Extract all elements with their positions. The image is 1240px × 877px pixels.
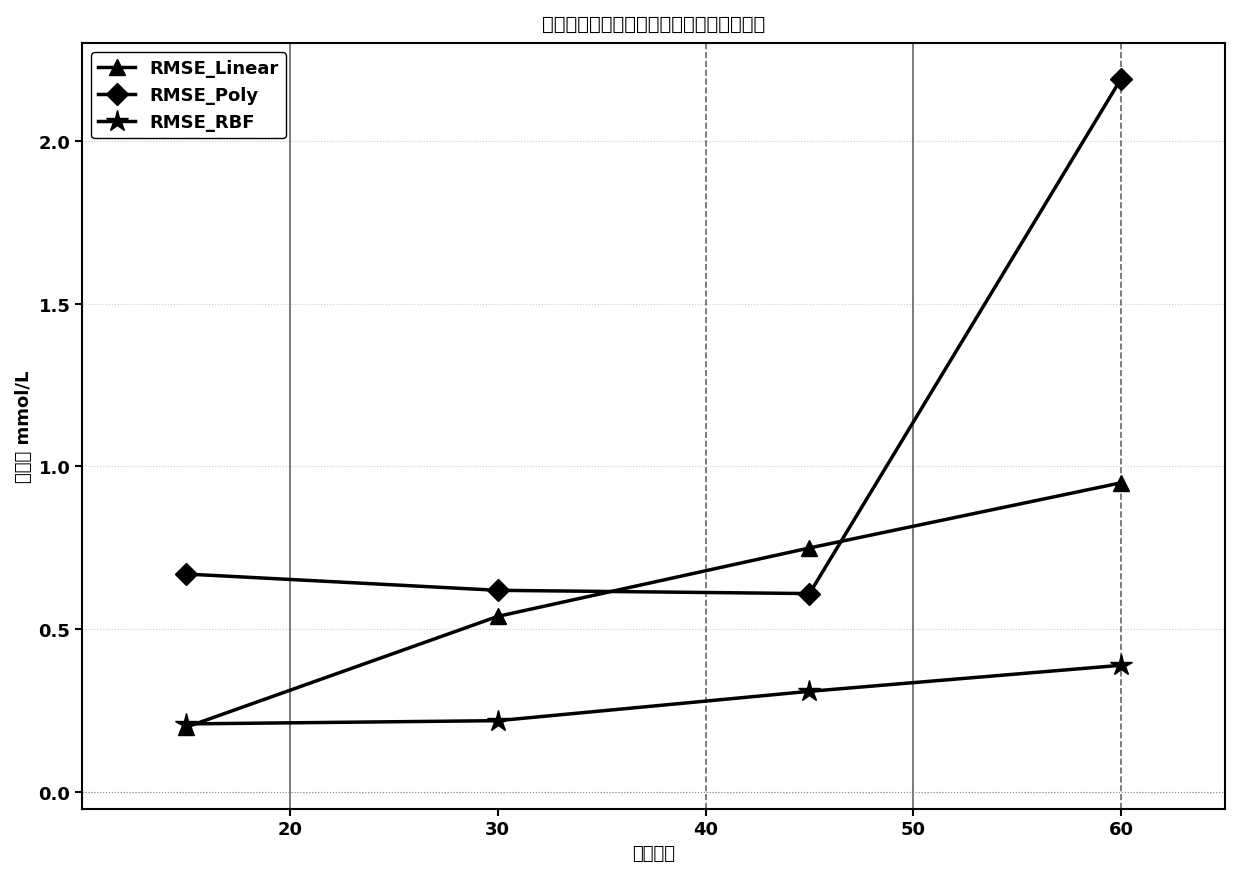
RMSE_Poly xyxy=(179,569,193,580)
RMSE_RBF xyxy=(1114,660,1128,671)
Line: RMSE_RBF: RMSE_RBF xyxy=(175,654,1132,735)
RMSE_RBF xyxy=(802,687,817,697)
RMSE_Poly xyxy=(490,585,505,595)
RMSE_Poly xyxy=(802,588,817,599)
RMSE_RBF xyxy=(179,719,193,730)
X-axis label: 预测时长: 预测时长 xyxy=(632,844,675,862)
Line: RMSE_Poly: RMSE_Poly xyxy=(179,72,1128,602)
Title: 不同核函数在不同预测时长下的均方根误差: 不同核函数在不同预测时长下的均方根误差 xyxy=(542,15,765,34)
RMSE_RBF xyxy=(490,716,505,726)
Legend: RMSE_Linear, RMSE_Poly, RMSE_RBF: RMSE_Linear, RMSE_Poly, RMSE_RBF xyxy=(92,53,285,139)
RMSE_Linear xyxy=(802,543,817,553)
RMSE_Poly xyxy=(1114,75,1128,85)
RMSE_Linear xyxy=(1114,478,1128,488)
RMSE_Linear xyxy=(490,611,505,622)
Y-axis label: 血糖值 mmol/L: 血糖值 mmol/L xyxy=(15,370,33,482)
Line: RMSE_Linear: RMSE_Linear xyxy=(179,475,1128,735)
RMSE_Linear xyxy=(179,722,193,732)
